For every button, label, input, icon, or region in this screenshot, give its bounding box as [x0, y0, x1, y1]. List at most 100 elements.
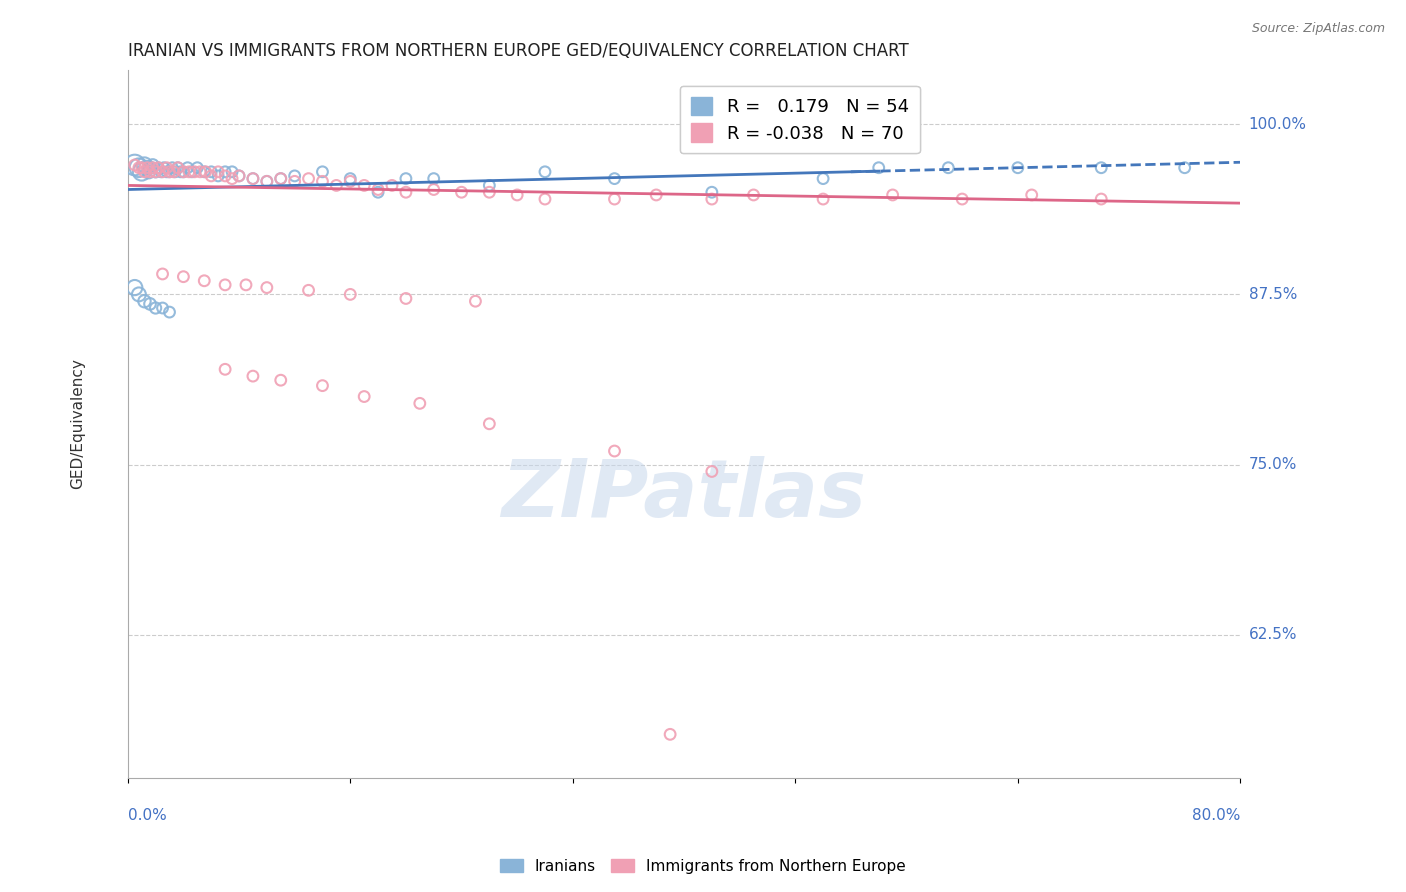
Text: 100.0%: 100.0% — [1249, 117, 1306, 132]
Point — [353, 390, 375, 404]
Point — [214, 277, 236, 292]
Point — [534, 165, 557, 179]
Point — [645, 188, 668, 202]
Point — [152, 165, 174, 179]
Point — [325, 178, 347, 193]
Point — [450, 186, 472, 200]
Point — [145, 301, 167, 315]
Point — [478, 186, 501, 200]
Point — [145, 165, 167, 179]
Point — [1007, 161, 1029, 175]
Point — [235, 277, 257, 292]
Point — [221, 171, 243, 186]
Point — [177, 165, 200, 179]
Point — [256, 174, 278, 188]
Legend: R =   0.179   N = 54, R = -0.038   N = 70: R = 0.179 N = 54, R = -0.038 N = 70 — [681, 86, 920, 153]
Point — [478, 178, 501, 193]
Point — [311, 378, 333, 392]
Point — [162, 161, 184, 175]
Point — [124, 158, 146, 172]
Point — [180, 165, 202, 179]
Text: 80.0%: 80.0% — [1192, 808, 1240, 823]
Point — [193, 274, 215, 288]
Point — [152, 301, 174, 315]
Text: 0.0%: 0.0% — [128, 808, 166, 823]
Point — [659, 727, 682, 741]
Point — [142, 158, 165, 172]
Point — [242, 171, 264, 186]
Point — [152, 267, 174, 281]
Point — [194, 165, 217, 179]
Point — [124, 158, 146, 172]
Text: 62.5%: 62.5% — [1249, 627, 1298, 642]
Point — [200, 169, 222, 183]
Point — [134, 158, 156, 172]
Point — [128, 161, 150, 175]
Point — [131, 161, 153, 175]
Point — [422, 182, 444, 196]
Point — [742, 188, 765, 202]
Point — [1090, 192, 1112, 206]
Point — [464, 294, 486, 309]
Text: 75.0%: 75.0% — [1249, 457, 1296, 472]
Point — [811, 192, 834, 206]
Point — [311, 165, 333, 179]
Point — [242, 369, 264, 384]
Point — [256, 174, 278, 188]
Point — [139, 161, 162, 175]
Point — [128, 161, 150, 175]
Point — [131, 165, 153, 179]
Point — [138, 165, 160, 179]
Point — [124, 280, 146, 294]
Point — [534, 192, 557, 206]
Point — [128, 287, 150, 301]
Point — [148, 161, 170, 175]
Point — [297, 283, 319, 297]
Point — [339, 287, 361, 301]
Point — [156, 165, 179, 179]
Point — [270, 373, 292, 387]
Text: IRANIAN VS IMMIGRANTS FROM NORTHERN EUROPE GED/EQUIVALENCY CORRELATION CHART: IRANIAN VS IMMIGRANTS FROM NORTHERN EURO… — [128, 42, 908, 60]
Point — [367, 182, 389, 196]
Point — [200, 165, 222, 179]
Point — [169, 165, 191, 179]
Point — [159, 165, 181, 179]
Point — [700, 186, 723, 200]
Point — [172, 165, 194, 179]
Point — [193, 165, 215, 179]
Point — [395, 171, 418, 186]
Point — [135, 161, 157, 175]
Point — [166, 161, 188, 175]
Point — [297, 171, 319, 186]
Point — [270, 171, 292, 186]
Point — [139, 165, 162, 179]
Point — [188, 165, 211, 179]
Point — [186, 161, 208, 175]
Point — [700, 465, 723, 479]
Point — [478, 417, 501, 431]
Point — [353, 178, 375, 193]
Point — [156, 161, 179, 175]
Point — [395, 292, 418, 306]
Point — [183, 165, 205, 179]
Point — [1090, 161, 1112, 175]
Point — [339, 174, 361, 188]
Point — [242, 171, 264, 186]
Point — [409, 396, 432, 410]
Point — [868, 161, 890, 175]
Point — [603, 444, 626, 458]
Point — [270, 171, 292, 186]
Text: Source: ZipAtlas.com: Source: ZipAtlas.com — [1251, 22, 1385, 36]
Point — [163, 165, 186, 179]
Point — [603, 171, 626, 186]
Point — [214, 165, 236, 179]
Point — [506, 188, 529, 202]
Legend: Iranians, Immigrants from Northern Europe: Iranians, Immigrants from Northern Europ… — [494, 853, 912, 880]
Point — [207, 169, 229, 183]
Point — [150, 165, 173, 179]
Point — [172, 269, 194, 284]
Point — [142, 161, 165, 175]
Point — [367, 186, 389, 200]
Point — [311, 174, 333, 188]
Point — [1021, 188, 1043, 202]
